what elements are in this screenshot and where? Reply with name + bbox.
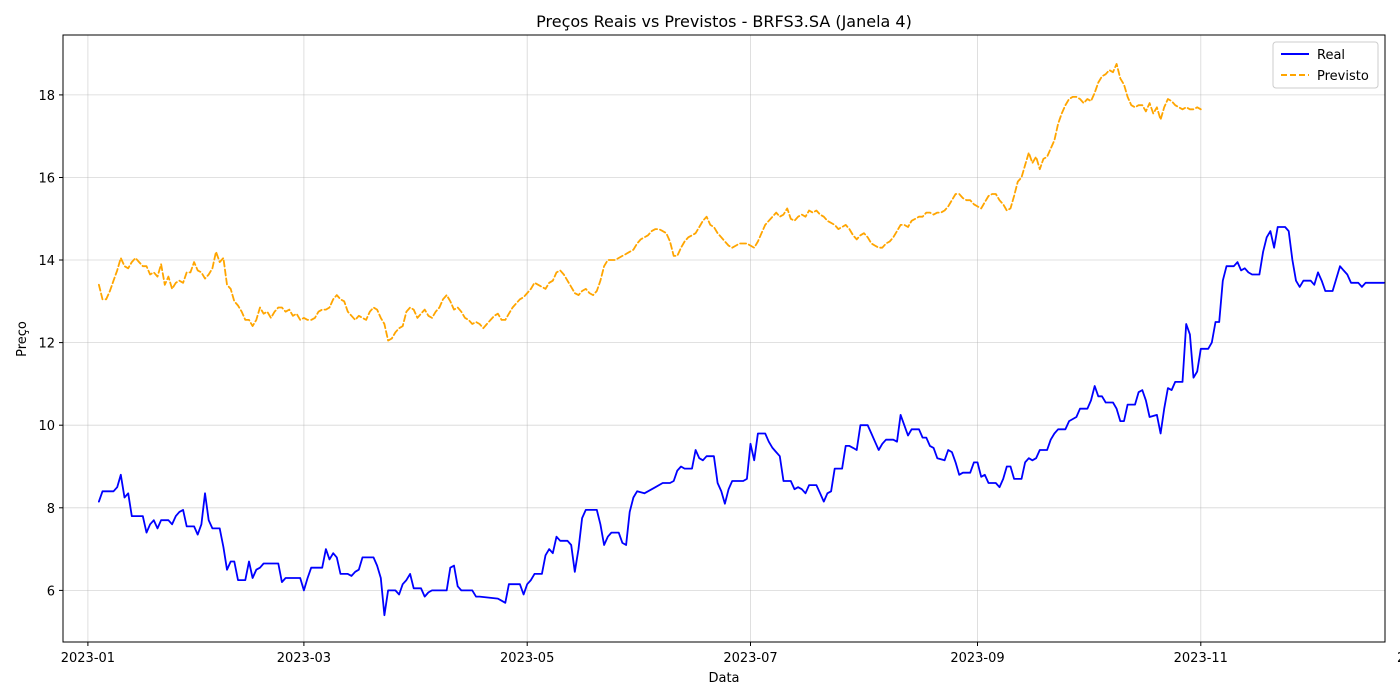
- legend-label-real: Real: [1317, 48, 1345, 63]
- x-tick-label: 2023-07: [723, 651, 777, 666]
- x-tick-label: 2023-05: [500, 651, 554, 666]
- y-tick-label: 8: [47, 502, 55, 517]
- y-tick-label: 16: [38, 172, 55, 187]
- x-tick-label: 2023-01: [61, 651, 115, 666]
- legend: Real Previsto: [1272, 41, 1379, 89]
- x-axis-label: Data: [708, 671, 739, 686]
- series-line-real: [98, 226, 1385, 617]
- grid: [63, 35, 1385, 642]
- x-axis: 2023-01 2023-03 2023-05 2023-07 2023-09 2023-…: [61, 642, 1400, 666]
- x-tick-label: 2024-01: [1397, 651, 1400, 666]
- y-tick-label: 14: [38, 254, 55, 269]
- x-tick-label: 2023-03: [277, 651, 331, 666]
- y-tick-label: 18: [38, 89, 55, 104]
- y-axis: 6 8 10 12 14 16 18: [38, 89, 63, 599]
- y-tick-label: 10: [38, 419, 55, 434]
- series-lines: [98, 63, 1385, 617]
- y-tick-label: 6: [47, 584, 55, 599]
- x-tick-label: 2023-09: [950, 651, 1004, 666]
- x-tick-label: 2023-11: [1174, 651, 1228, 666]
- plot-area-frame: [62, 34, 1386, 643]
- y-axis-label: Preço: [15, 321, 30, 357]
- chart-title: Preços Reais vs Previstos - BRFS3.SA (Ja…: [536, 12, 912, 31]
- y-tick-label: 12: [38, 337, 55, 352]
- legend-label-previsto: Previsto: [1317, 69, 1369, 84]
- series-line-previsto: [98, 63, 1202, 342]
